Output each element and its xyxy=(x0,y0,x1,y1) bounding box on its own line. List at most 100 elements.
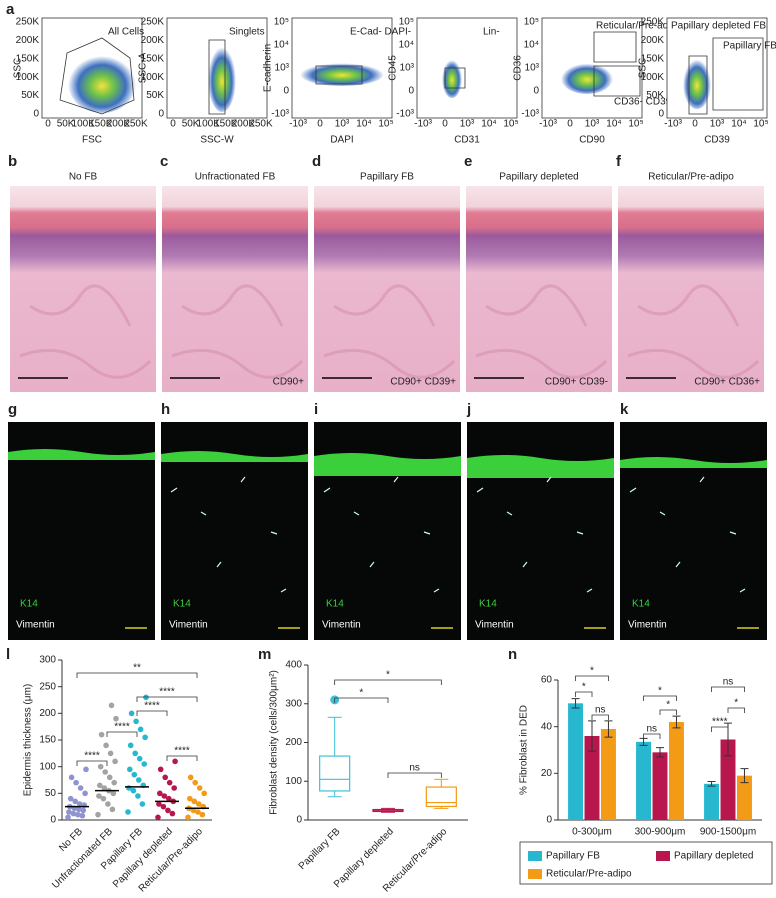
x-tick-label: 10³ xyxy=(585,119,600,130)
vimentin-label: Vimentin xyxy=(322,620,361,631)
significance-bracket xyxy=(106,731,138,737)
panel-title: Papillary FB xyxy=(360,172,414,183)
gate xyxy=(593,31,637,63)
panel-letter: j xyxy=(466,401,471,418)
x-axis-label: FSC xyxy=(82,135,102,146)
k14-epidermis xyxy=(314,453,461,476)
k14-label: K14 xyxy=(326,599,344,610)
x-tick-label: 0 xyxy=(170,119,176,130)
k14-label: K14 xyxy=(20,599,38,610)
data-point xyxy=(139,801,146,807)
data-point xyxy=(196,785,203,791)
y-tick-label: 150 xyxy=(39,735,56,746)
bar xyxy=(704,783,720,820)
data-point xyxy=(77,785,84,791)
significance-bracket xyxy=(136,710,168,716)
error-bar xyxy=(588,720,596,752)
y-tick-label: 0 xyxy=(50,815,56,826)
y-tick-label: 200K xyxy=(641,35,665,46)
data-point xyxy=(157,790,163,797)
data-point xyxy=(132,750,138,757)
significance-bracket xyxy=(387,772,442,778)
significance-label: * xyxy=(734,698,738,709)
y-axis-label: Fibroblast density (cells/300μm²) xyxy=(269,670,280,815)
data-point xyxy=(192,779,198,786)
significance-bracket xyxy=(659,709,677,715)
data-point xyxy=(131,771,138,778)
x-tick-label: 10⁵ xyxy=(753,119,768,130)
significance-bracket xyxy=(76,760,108,766)
data-point xyxy=(199,811,206,818)
panel-letter: i xyxy=(314,401,318,418)
error-bar xyxy=(604,720,613,738)
panel-title: Reticular/Pre-adipo xyxy=(648,172,734,183)
x-tick-label: 200K xyxy=(107,119,131,130)
y-tick-label: 0 xyxy=(33,109,39,120)
significance-bracket xyxy=(711,686,745,692)
error-bar xyxy=(740,768,749,784)
k14-label: K14 xyxy=(173,599,191,610)
y-tick-label: 200K xyxy=(16,35,40,46)
x-tick-label: 10⁴ xyxy=(481,119,496,130)
legend-label: Papillary FB xyxy=(546,851,600,862)
y-axis-label: SSC-A xyxy=(138,52,149,83)
legend-label: Papillary depleted xyxy=(674,851,754,862)
significance-label: **** xyxy=(144,701,160,712)
y-tick-label: 100 xyxy=(285,776,302,787)
vimentin-dermis xyxy=(170,476,287,593)
cell-density xyxy=(561,62,613,94)
data-point xyxy=(196,801,202,807)
data-point xyxy=(108,702,115,709)
y-tick-label: 20 xyxy=(541,768,553,779)
data-point xyxy=(73,779,79,786)
x-tick-label: -10³ xyxy=(289,119,307,130)
x-tick-label: 150K xyxy=(89,119,113,130)
data-point xyxy=(142,734,148,741)
data-point xyxy=(185,814,191,821)
bar xyxy=(600,729,616,820)
k14-label: K14 xyxy=(479,599,497,610)
x-axis-label: CD90 xyxy=(579,135,605,146)
data-point xyxy=(66,809,72,815)
vimentin-label: Vimentin xyxy=(16,620,55,631)
significance-label: * xyxy=(590,666,594,677)
y-tick-label: 10³ xyxy=(525,63,540,74)
panel-title: Papillary depleted xyxy=(499,172,579,183)
y-tick-label: 400 xyxy=(285,660,302,671)
data-point xyxy=(110,790,117,797)
gate xyxy=(712,37,764,111)
y-tick-label: 250K xyxy=(641,17,665,28)
plot-frame xyxy=(416,17,518,119)
significance-bracket xyxy=(334,697,389,703)
data-point xyxy=(105,801,111,807)
significance-bracket xyxy=(711,726,729,732)
y-tick-label: 10⁴ xyxy=(524,40,539,51)
y-tick-label: 10³ xyxy=(275,63,290,74)
x-tick-label: 10³ xyxy=(710,119,725,130)
significance-bracket xyxy=(643,695,677,701)
y-tick-label: 100K xyxy=(16,72,40,83)
significance-label: **** xyxy=(174,746,190,757)
gate xyxy=(315,65,363,85)
tissue-texture xyxy=(323,284,456,379)
flow-plot: Reticular/Pre-adipocyte FB CD36- CD39- 10⁵… xyxy=(513,17,716,146)
data-point xyxy=(165,807,171,814)
x-tick-label: 10³ xyxy=(335,119,350,130)
y-tick-label: 50K xyxy=(21,90,39,101)
data-point xyxy=(67,795,74,802)
gate-label: Reticular/Pre-adipocyte FB xyxy=(596,21,716,32)
bar xyxy=(736,775,752,820)
y-tick-label: -10³ xyxy=(396,109,414,120)
significance-bracket xyxy=(591,714,609,720)
vimentin-label: Vimentin xyxy=(628,620,667,631)
data-point xyxy=(111,779,117,786)
data-point xyxy=(65,814,71,821)
x-tick-label: 250K xyxy=(124,119,148,130)
data-point xyxy=(107,750,114,757)
cell-density xyxy=(300,62,384,86)
x-tick-label: 0 xyxy=(692,119,698,130)
panel-letter: c xyxy=(160,153,168,170)
he-image xyxy=(618,186,764,392)
significance-bracket xyxy=(166,755,198,761)
data-point xyxy=(141,761,147,767)
